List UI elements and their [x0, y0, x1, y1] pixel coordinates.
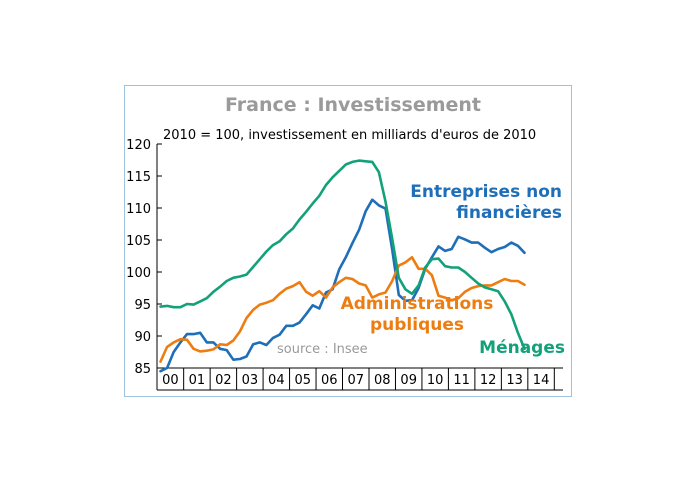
chart-subtitle: 2010 = 100, investissement en milliards …	[163, 128, 536, 143]
series-label-1: publiques	[370, 315, 464, 335]
x-tick-label: 05	[295, 373, 312, 388]
x-tick-label: 02	[215, 373, 232, 388]
series-line-1	[159, 256, 526, 363]
series-line-2	[159, 159, 526, 351]
x-tick-label: 01	[189, 373, 206, 388]
chart: France : Investissement 2010 = 100, inve…	[126, 94, 565, 391]
x-tick-label: 12	[480, 373, 497, 388]
x-tick-label: 09	[400, 373, 417, 388]
series-label-2: Ménages	[479, 338, 565, 358]
axes: 85 90 95 100 105 110 115 120 00 01 02 03 04 05 06 07 08 0…	[126, 138, 563, 391]
series-label-1: Administrations	[341, 294, 494, 314]
y-tick-label: 105	[126, 234, 151, 249]
y-tick-label: 115	[126, 170, 151, 185]
x-tick-label: 03	[242, 373, 259, 388]
x-tick-label: 11	[453, 373, 470, 388]
series-label-0: Entreprises non	[410, 182, 562, 202]
x-tick-label: 06	[321, 373, 338, 388]
x-tick-label: 10	[427, 373, 444, 388]
x-tick-label: 13	[506, 373, 523, 388]
x-tick-label: 14	[533, 373, 550, 388]
series-label-0: financières	[456, 203, 562, 223]
series-line-0	[159, 198, 526, 373]
x-tick-label: 07	[347, 373, 364, 388]
y-tick-label: 110	[126, 202, 151, 217]
x-tick-label: 00	[162, 373, 179, 388]
y-tick-label: 100	[126, 266, 151, 281]
y-tick-label: 85	[134, 362, 151, 377]
x-tick-label: 08	[374, 373, 391, 388]
y-tick-label: 120	[126, 138, 151, 153]
y-tick-label: 90	[134, 330, 151, 345]
series-lines	[159, 159, 526, 373]
chart-frame: France : Investissement 2010 = 100, inve…	[124, 85, 572, 397]
x-tick-label: 04	[268, 373, 285, 388]
source-note: source : Insee	[277, 342, 368, 357]
y-tick-label: 95	[134, 298, 151, 313]
chart-title: France : Investissement	[225, 94, 481, 116]
